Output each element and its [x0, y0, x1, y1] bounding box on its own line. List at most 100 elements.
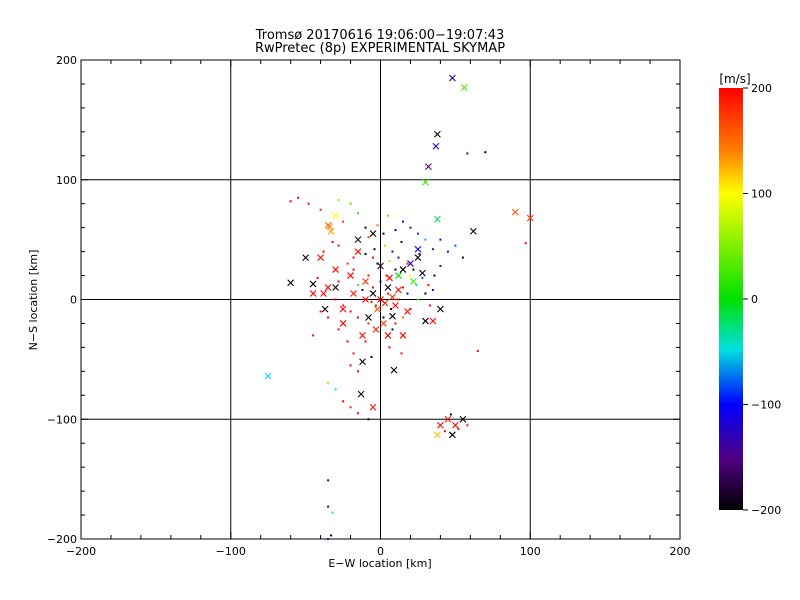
- data-point-cross: [399, 266, 407, 273]
- data-point-dot: [357, 316, 360, 319]
- data-point-dot: [431, 248, 434, 251]
- data-point-cross: [381, 299, 389, 307]
- x-axis-label: E−W location [km]: [328, 557, 431, 570]
- data-point-dot: [386, 214, 389, 217]
- colorbar-unit-label: [m/s]: [719, 72, 750, 86]
- data-point-dot: [322, 250, 325, 253]
- data-point-cross: [302, 254, 310, 261]
- data-point-dot: [376, 262, 379, 265]
- data-point-cross: [437, 421, 444, 429]
- colorbar-tick-label: 200: [751, 82, 772, 95]
- data-point-cross: [460, 84, 468, 91]
- data-point-dot: [370, 355, 373, 358]
- data-point-cross: [332, 212, 339, 220]
- data-point-dot: [327, 316, 330, 319]
- data-point-cross: [317, 254, 324, 261]
- data-point-dot: [446, 250, 449, 253]
- data-point-cross: [425, 163, 432, 170]
- data-point-dot: [331, 241, 334, 244]
- data-point-cross: [369, 403, 377, 411]
- data-point-dot: [346, 340, 349, 343]
- data-point-cross: [429, 317, 437, 325]
- data-point-dot: [319, 310, 322, 313]
- x-tick-label: 200: [670, 545, 691, 558]
- data-point-dot: [454, 244, 457, 247]
- data-point-cross: [369, 230, 377, 238]
- data-point-cross: [347, 272, 354, 279]
- data-points: [264, 74, 534, 540]
- data-point-cross: [359, 358, 366, 366]
- data-point-cross: [407, 260, 414, 267]
- data-point-dot: [316, 276, 319, 279]
- data-point-dot: [412, 268, 415, 271]
- data-point-dot: [352, 352, 355, 355]
- data-point-dot: [349, 310, 352, 313]
- data-point-cross: [362, 278, 369, 285]
- data-point-dot: [385, 274, 388, 277]
- colorbar-ticks: 200 100 0 −100 −200: [743, 82, 781, 517]
- data-point-cross: [434, 215, 441, 223]
- data-point-dot: [357, 370, 360, 373]
- data-point-dot: [400, 241, 403, 244]
- data-point-dot: [397, 298, 400, 301]
- data-point-cross: [357, 390, 365, 398]
- data-point-dot: [297, 196, 300, 199]
- data-point-dot: [401, 316, 404, 319]
- data-point-cross: [451, 421, 459, 429]
- data-point-cross: [287, 279, 295, 287]
- data-point-dot: [352, 256, 355, 259]
- data-point-cross: [422, 178, 429, 186]
- data-point-cross: [434, 431, 441, 439]
- data-point-dot: [386, 292, 389, 295]
- data-point-cross: [309, 280, 317, 288]
- data-point-cross: [437, 305, 444, 313]
- data-point-dot: [382, 316, 385, 319]
- data-point-dot: [357, 284, 360, 287]
- y-axis-label: N−S location [km]: [27, 250, 40, 351]
- data-point-cross: [395, 286, 402, 294]
- data-point-dot: [364, 252, 367, 255]
- data-point-cross: [369, 290, 377, 297]
- data-point-cross: [432, 142, 440, 150]
- y-tick-label: −100: [47, 413, 77, 426]
- data-point-dot: [449, 413, 452, 416]
- data-point-dot: [439, 238, 442, 241]
- data-point-dot: [334, 388, 337, 391]
- data-point-cross: [469, 227, 477, 235]
- data-point-dot: [443, 430, 446, 433]
- data-point-cross: [395, 272, 402, 279]
- colorbar-tick-label: −200: [751, 504, 781, 517]
- data-point-dot: [388, 260, 391, 263]
- data-point-dot: [327, 382, 330, 385]
- data-point-cross: [389, 312, 396, 320]
- data-point-dot: [376, 224, 379, 227]
- data-point-dot: [346, 262, 349, 265]
- data-point-cross: [374, 305, 381, 313]
- data-point-dot: [367, 274, 370, 277]
- data-point-dot: [428, 304, 431, 307]
- data-point-dot: [431, 288, 434, 291]
- data-point-dot: [312, 334, 315, 337]
- data-point-dot: [373, 248, 376, 251]
- colorbar-tick-label: −100: [751, 399, 781, 412]
- data-point-dot: [439, 264, 442, 267]
- colorbar-tick-label: 0: [751, 293, 758, 306]
- data-point-dot: [337, 199, 340, 202]
- data-point-dot: [409, 274, 412, 277]
- y-tick-label: 200: [56, 54, 77, 67]
- data-point-dot: [409, 308, 412, 311]
- colorbar-gradient: [719, 88, 743, 510]
- data-point-dot: [357, 212, 360, 215]
- data-point-dot: [466, 424, 469, 427]
- data-point-cross: [526, 214, 534, 222]
- data-point-cross: [327, 227, 335, 235]
- data-point-dot: [375, 304, 378, 307]
- x-tick-label: −200: [66, 545, 96, 558]
- data-point-cross: [380, 320, 387, 327]
- data-point-cross: [324, 284, 332, 291]
- data-point-cross: [444, 415, 452, 423]
- data-point-dot: [327, 538, 330, 540]
- data-point-cross: [390, 366, 398, 374]
- data-point-dot: [394, 322, 397, 325]
- data-point-dot: [424, 292, 427, 295]
